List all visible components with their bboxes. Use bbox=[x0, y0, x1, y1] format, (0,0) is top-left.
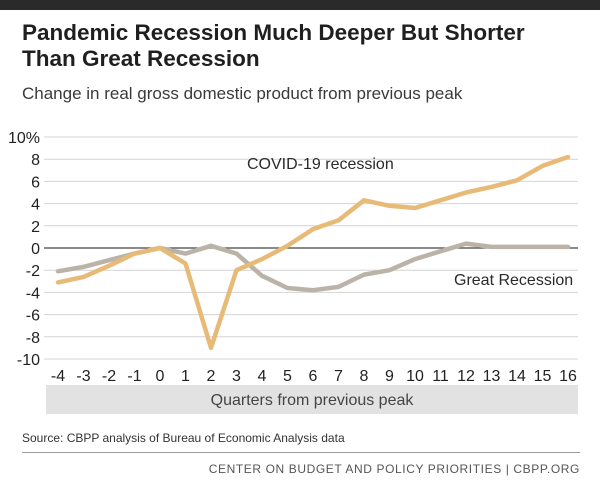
x-tick-label: 1 bbox=[181, 368, 190, 385]
chart-title: Pandemic Recession Much Deeper But Short… bbox=[22, 20, 525, 71]
x-axis: -4 -3 -2 -1 0 1 2 3 4 5 6 7 8 9 10 11 12 13 14 15 16 bbox=[51, 368, 577, 385]
x-tick-label: 11 bbox=[432, 368, 449, 385]
covid-series-line bbox=[55, 154, 571, 351]
y-axis: 10% 8 6 4 2 0 -2 -4 -6 -8 -10 bbox=[8, 130, 40, 369]
x-tick-label: 13 bbox=[483, 368, 501, 385]
y-tick-label: 4 bbox=[31, 197, 40, 214]
x-tick-label: 8 bbox=[360, 368, 369, 385]
x-axis-label: Quarters from previous peak bbox=[211, 392, 415, 409]
y-tick-label: 10% bbox=[8, 130, 40, 147]
x-tick-label: 15 bbox=[534, 368, 552, 385]
top-rule bbox=[0, 0, 600, 10]
footer-rule bbox=[22, 452, 580, 453]
x-tick-label: 12 bbox=[457, 368, 475, 385]
footer-credit: CENTER ON BUDGET AND POLICY PRIORITIES |… bbox=[208, 462, 580, 476]
x-tick-label: -1 bbox=[127, 368, 141, 385]
x-tick-label: 3 bbox=[232, 368, 241, 385]
x-tick-label: 0 bbox=[156, 368, 165, 385]
covid-series-label: COVID-19 recession bbox=[247, 156, 394, 173]
x-tick-label: 14 bbox=[508, 368, 526, 385]
x-tick-label: 2 bbox=[207, 368, 216, 385]
y-tick-label: -8 bbox=[26, 330, 40, 347]
y-tick-label: -2 bbox=[26, 263, 40, 280]
x-axis-label-band bbox=[46, 385, 578, 414]
x-tick-label: 16 bbox=[559, 368, 577, 385]
great-recession-series-label: Great Recession bbox=[454, 272, 573, 289]
x-tick-label: 7 bbox=[334, 368, 343, 385]
x-tick-label: 6 bbox=[309, 368, 318, 385]
y-tick-label: 8 bbox=[31, 152, 40, 169]
x-tick-label: -3 bbox=[76, 368, 90, 385]
y-tick-label: -10 bbox=[17, 352, 40, 369]
x-tick-label: 9 bbox=[385, 368, 394, 385]
source-note: Source: CBPP analysis of Bureau of Econo… bbox=[22, 431, 345, 445]
x-tick-label: 10 bbox=[406, 368, 424, 385]
y-tick-label: -6 bbox=[26, 308, 40, 325]
x-tick-label: 4 bbox=[258, 368, 267, 385]
x-tick-label: -4 bbox=[51, 368, 65, 385]
chart-subtitle: Change in real gross domestic product fr… bbox=[22, 84, 463, 103]
series-lines bbox=[55, 154, 571, 351]
x-tick-label: -2 bbox=[102, 368, 116, 385]
y-tick-label: 0 bbox=[31, 241, 40, 258]
y-tick-label: -4 bbox=[26, 285, 40, 302]
x-tick-label: 5 bbox=[283, 368, 292, 385]
y-tick-label: 6 bbox=[31, 174, 40, 191]
y-tick-label: 2 bbox=[31, 219, 40, 236]
